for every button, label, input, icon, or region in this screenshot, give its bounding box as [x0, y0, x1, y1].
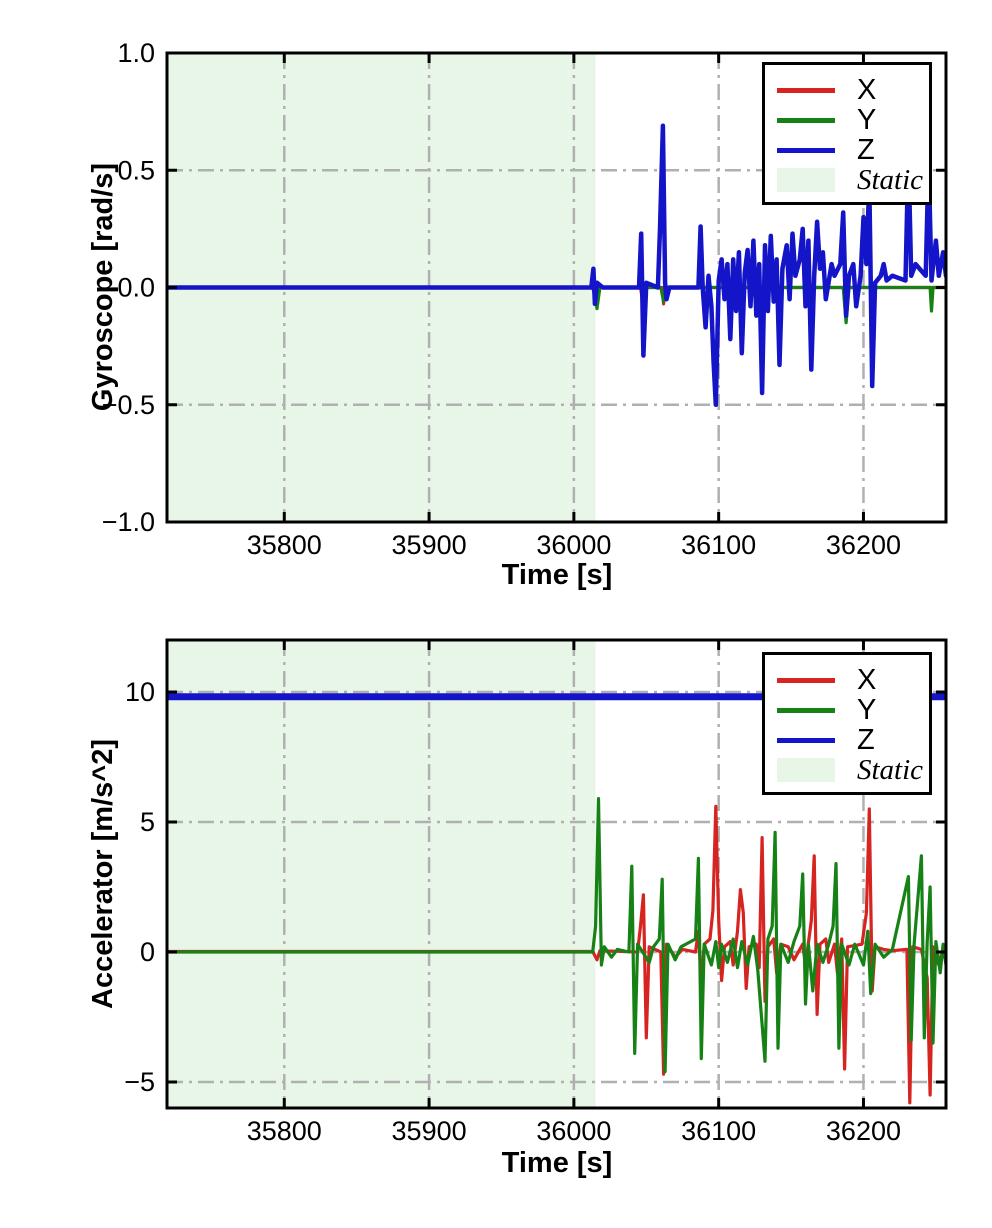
x-tick-label: 36000	[536, 1116, 611, 1146]
legend-swatch-x	[777, 87, 835, 93]
legend-label-y: Y	[857, 694, 877, 726]
legend-label-x: X	[857, 74, 877, 106]
x-tick-label: 36200	[826, 530, 901, 560]
x-tick-label: 36100	[681, 530, 756, 560]
legend-label-x: X	[857, 664, 877, 696]
plot-border	[165, 638, 948, 1110]
legend-entry: X	[777, 665, 929, 695]
accel-legend: X Y Z Static	[762, 652, 932, 795]
legend-swatch-y	[777, 117, 835, 123]
legend-label-y: Y	[857, 104, 877, 136]
legend-entry: Z	[777, 135, 929, 165]
accel-x-axis-label: Time [s]	[501, 1147, 613, 1179]
static-region	[168, 641, 596, 1107]
gyro-legend: X Y Z Static	[762, 62, 932, 205]
y-tick-label: −0.5	[102, 390, 155, 420]
y-tick-label: −1.0	[102, 507, 155, 537]
y-tick-label: 0	[140, 937, 155, 967]
legend-swatch-x	[777, 677, 835, 683]
y-tick-label: 10	[125, 677, 155, 707]
x-tick-label: 36000	[536, 530, 611, 560]
legend-entry: Z	[777, 725, 929, 755]
legend-label-static: Static	[857, 754, 924, 786]
legend-entry: Y	[777, 105, 929, 135]
gyro-x-axis-label: Time [s]	[501, 559, 613, 591]
y-tick-label: −5	[124, 1067, 155, 1097]
y-tick-label: 0.0	[117, 273, 155, 303]
legend-swatch-static	[777, 168, 835, 192]
legend-swatch-y	[777, 707, 835, 713]
x-tick-label: 35900	[392, 1116, 467, 1146]
legend-entry: Y	[777, 695, 929, 725]
x-tick-label: 36200	[826, 1116, 901, 1146]
y-tick-label: 1.0	[117, 38, 155, 68]
legend-swatch-z	[777, 737, 835, 743]
legend-entry: X	[777, 75, 929, 105]
x-tick-label: 35800	[247, 530, 322, 560]
legend-entry: Static	[777, 755, 929, 785]
accel-series-y-line	[167, 796, 946, 1074]
legend-entry: Static	[777, 165, 929, 195]
y-tick-label: 5	[140, 807, 155, 837]
y-tick-label: 0.5	[117, 155, 155, 185]
legend-label-z: Z	[857, 134, 875, 166]
gyro-y-axis-label: Gyroscope [rad/s]	[87, 162, 119, 412]
x-tick-label: 35800	[247, 1116, 322, 1146]
legend-swatch-static	[777, 758, 835, 782]
x-tick-label: 35900	[392, 530, 467, 560]
x-tick-label: 36100	[681, 1116, 756, 1146]
legend-label-static: Static	[857, 164, 924, 196]
plot-border	[165, 51, 948, 524]
accel-y-axis-label: Accelerator [m/s^2]	[87, 739, 119, 1009]
gyro-series-z-line	[167, 123, 946, 408]
legend-swatch-z	[777, 147, 835, 153]
legend-label-z: Z	[857, 724, 875, 756]
